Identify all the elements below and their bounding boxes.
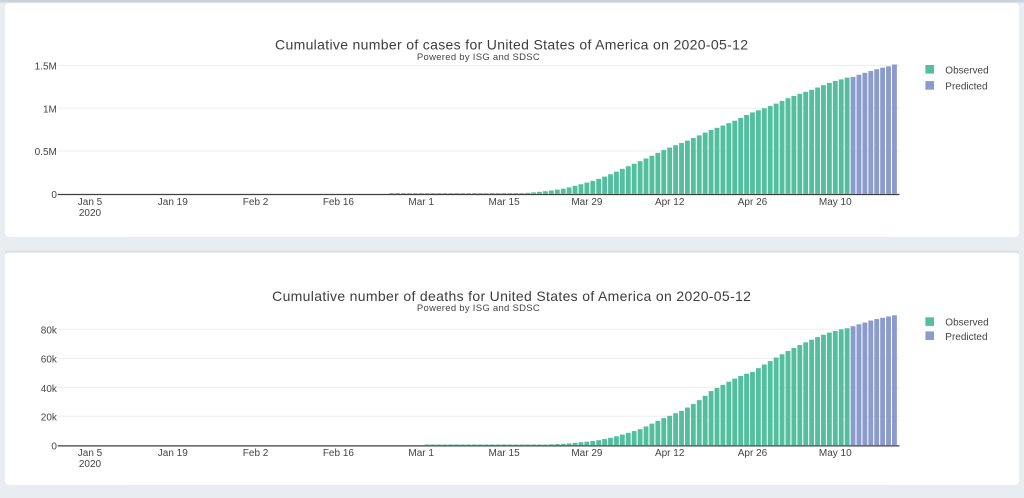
svg-text:Cumulative number of cases for: Cumulative number of cases for United St… [275,37,748,53]
svg-text:1M: 1M [43,105,57,116]
svg-text:Apr 12: Apr 12 [655,197,685,208]
svg-text:Mar 1: Mar 1 [408,197,434,208]
svg-text:Feb 2: Feb 2 [243,448,269,459]
svg-text:May 10: May 10 [819,448,852,459]
svg-text:20k: 20k [41,412,58,423]
svg-text:Cumulative number of deaths fo: Cumulative number of deaths for United S… [272,288,751,304]
svg-text:Powered by ISG and SDSC: Powered by ISG and SDSC [417,303,540,314]
svg-text:Predicted: Predicted [945,82,987,93]
svg-text:Observed: Observed [945,65,988,76]
svg-text:40k: 40k [41,384,58,395]
svg-text:80k: 80k [41,325,58,336]
svg-text:Feb 16: Feb 16 [323,197,355,208]
svg-text:Mar 15: Mar 15 [489,448,521,459]
svg-text:Mar 15: Mar 15 [489,197,521,208]
svg-text:60k: 60k [41,355,58,366]
svg-text:1.5M: 1.5M [35,62,57,73]
svg-text:Jan 5: Jan 5 [78,197,103,208]
svg-text:2020: 2020 [79,459,102,470]
svg-text:Powered by ISG and SDSC: Powered by ISG and SDSC [417,52,540,63]
svg-text:0: 0 [51,190,57,201]
svg-text:Apr 26: Apr 26 [738,448,768,459]
svg-text:May 10: May 10 [819,197,852,208]
svg-text:2020: 2020 [79,208,102,219]
svg-text:Jan 19: Jan 19 [158,197,188,208]
svg-text:0.5M: 0.5M [35,147,57,158]
svg-text:0: 0 [51,442,57,453]
svg-text:Jan 19: Jan 19 [158,448,188,459]
svg-text:Jan 5: Jan 5 [78,448,103,459]
svg-text:Observed: Observed [945,318,988,329]
svg-text:Feb 2: Feb 2 [243,197,269,208]
svg-text:Feb 16: Feb 16 [323,448,355,459]
svg-text:Predicted: Predicted [945,332,987,343]
svg-text:Mar 1: Mar 1 [408,448,434,459]
svg-text:Mar 29: Mar 29 [571,197,603,208]
svg-text:Apr 12: Apr 12 [655,448,685,459]
svg-text:Mar 29: Mar 29 [571,448,603,459]
svg-text:Apr 26: Apr 26 [738,197,768,208]
